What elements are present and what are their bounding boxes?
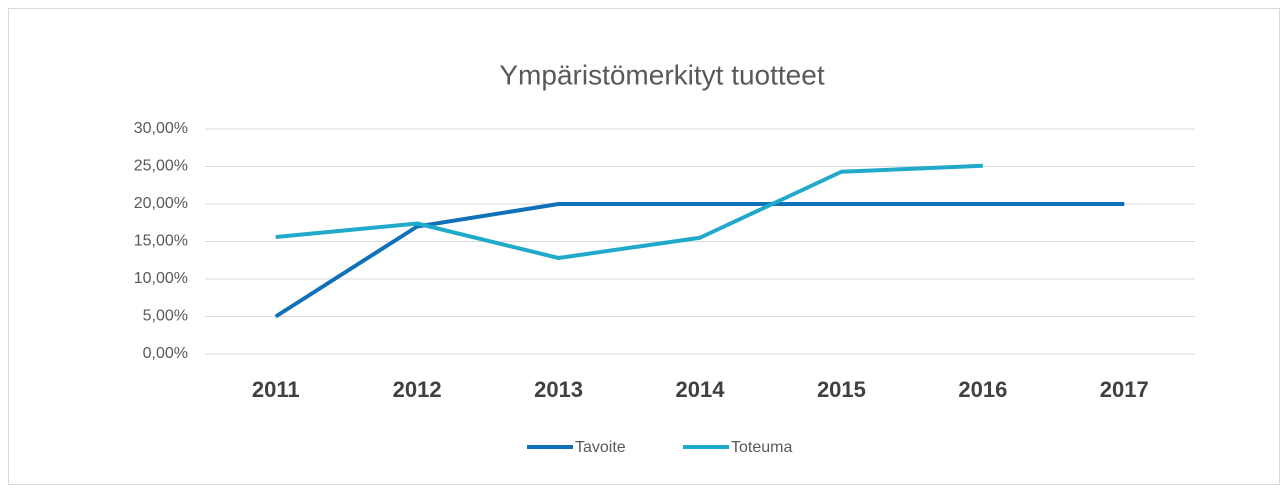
series-line	[275, 163, 983, 260]
legend-label: Tavoite	[575, 439, 626, 456]
x-tick-label: 2016	[958, 377, 1007, 402]
x-tick-label: 2012	[393, 377, 442, 402]
chart-title: Ympäristömerkityt tuotteet	[499, 59, 824, 90]
y-tick-label: 5,00%	[143, 308, 188, 325]
y-tick-label: 10,00%	[134, 270, 188, 287]
y-tick-label: 30,00%	[134, 120, 188, 137]
x-tick-label: 2014	[676, 377, 726, 402]
x-tick-label: 2015	[817, 377, 866, 402]
x-tick-label: 2013	[534, 377, 583, 402]
y-tick-label: 25,00%	[134, 158, 188, 175]
legend-label: Toteuma	[731, 439, 792, 456]
y-tick-label: 15,00%	[134, 233, 188, 250]
x-tick-label: 2017	[1100, 377, 1149, 402]
series-line	[274, 202, 1125, 319]
y-tick-label: 0,00%	[143, 345, 188, 362]
x-tick-label: 2011	[252, 377, 300, 402]
y-tick-label: 20,00%	[134, 195, 188, 212]
